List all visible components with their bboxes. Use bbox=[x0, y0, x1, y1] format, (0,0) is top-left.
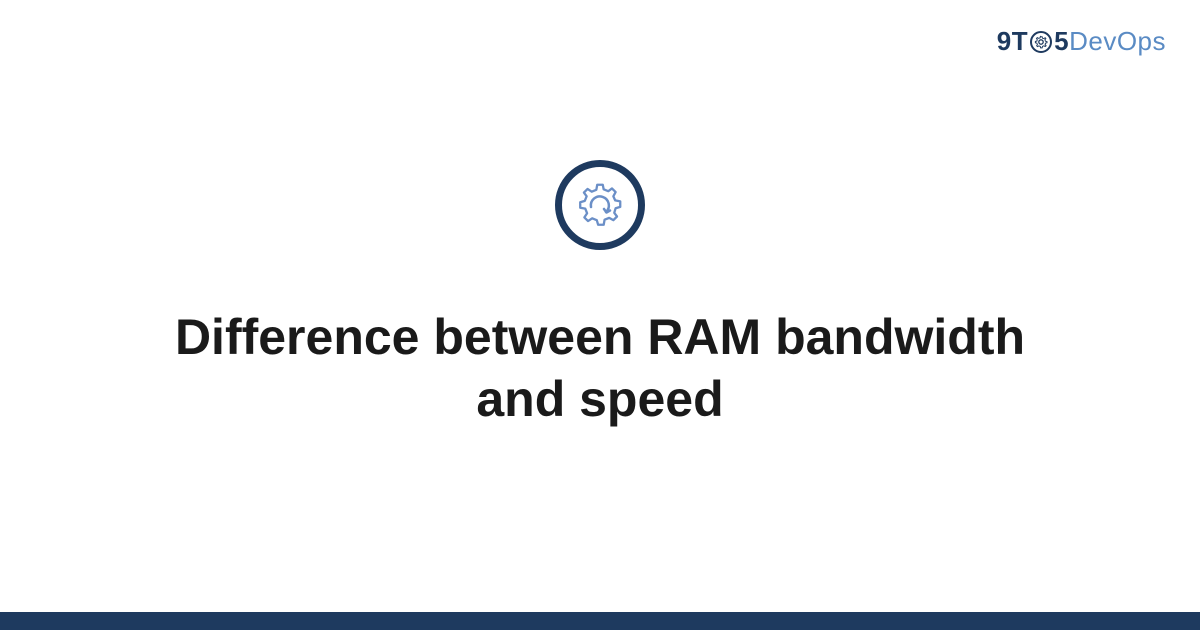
main-content: Difference between RAM bandwidth and spe… bbox=[0, 0, 1200, 630]
center-gear-icon bbox=[555, 160, 645, 250]
bottom-accent-bar bbox=[0, 612, 1200, 630]
article-title: Difference between RAM bandwidth and spe… bbox=[150, 306, 1050, 431]
